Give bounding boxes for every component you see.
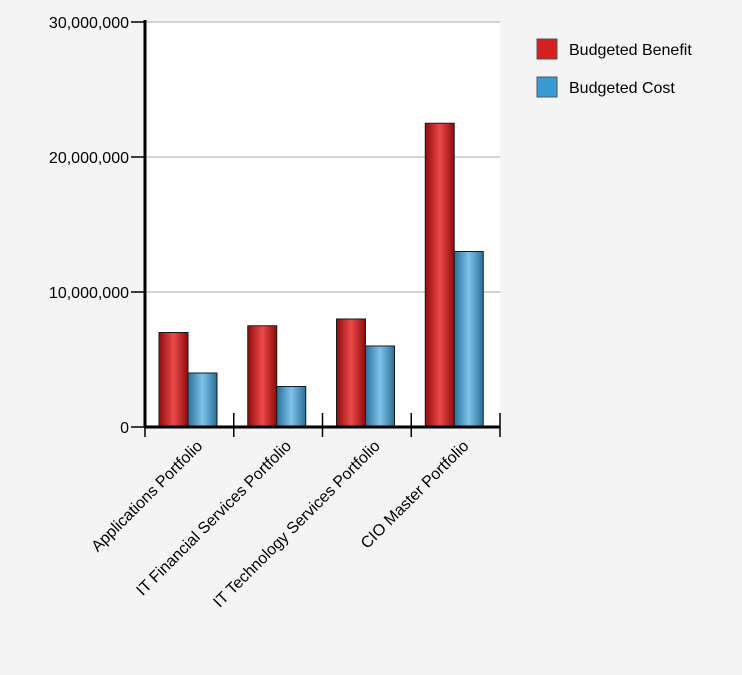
bar-budgeted-cost[interactable] — [453, 251, 484, 428]
x-category-label: IT Technology Services Portfolio — [210, 438, 383, 611]
bar-budgeted-benefit[interactable] — [336, 318, 366, 428]
bar-budgeted-cost[interactable] — [187, 372, 218, 428]
bars — [158, 122, 484, 428]
bar-budgeted-cost[interactable] — [276, 386, 307, 428]
legend-swatch — [536, 76, 558, 98]
legend-label: Budgeted Cost — [569, 80, 675, 97]
legend: Budgeted Benefit Budgeted Cost — [536, 38, 692, 98]
y-tick-label: 20,000,000 — [49, 150, 129, 167]
bar-budgeted-benefit[interactable] — [247, 325, 278, 428]
bar-budgeted-benefit[interactable] — [424, 122, 455, 428]
bar-budgeted-cost[interactable] — [365, 345, 395, 428]
y-tick-label: 30,000,000 — [49, 15, 129, 32]
legend-label: Budgeted Benefit — [569, 42, 692, 59]
y-tick-label: 0 — [120, 420, 129, 437]
y-tick-label: 10,000,000 — [49, 285, 129, 302]
legend-swatch — [536, 38, 558, 60]
axes — [131, 20, 501, 437]
x-category-label: IT Financial Services Portfolio — [133, 438, 295, 600]
bar-budgeted-benefit[interactable] — [158, 332, 189, 428]
y-tick-labels: 0 10,000,000 20,000,000 30,000,000 — [49, 15, 129, 437]
